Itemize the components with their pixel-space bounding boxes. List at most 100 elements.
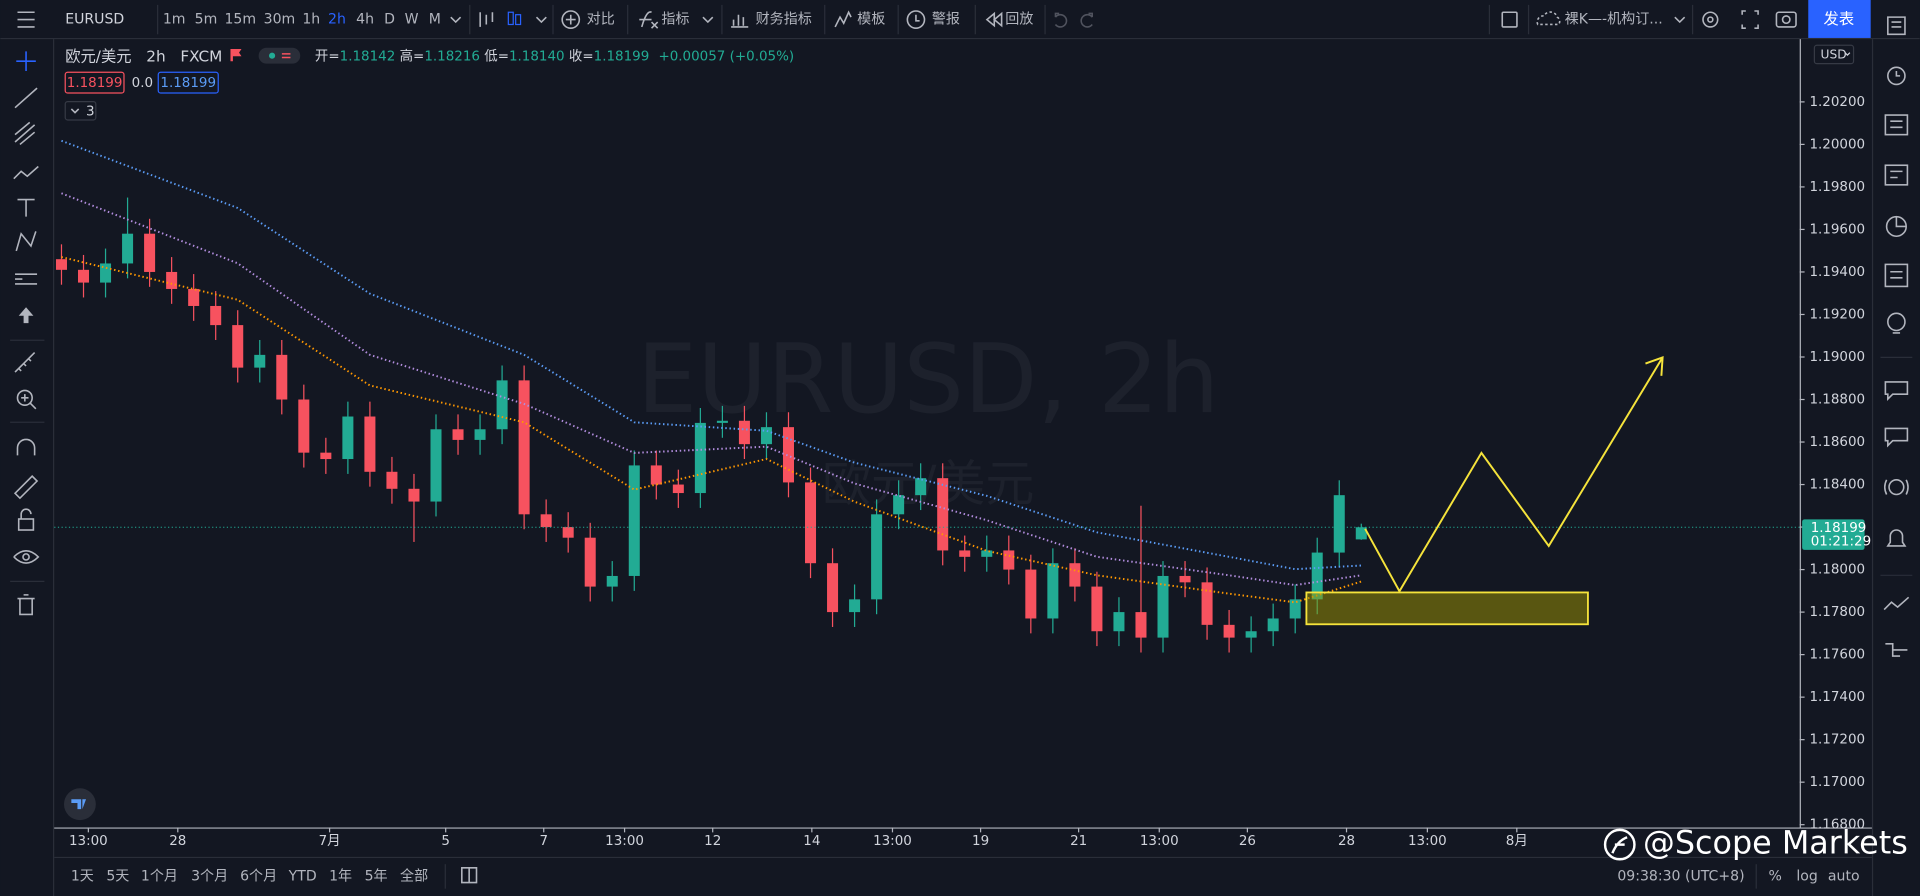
x-tick-label: 28 (169, 834, 186, 849)
publish-label[interactable]: 发表 (1824, 10, 1855, 28)
redo-icon[interactable] (1080, 12, 1093, 28)
currency[interactable]: USD (1821, 48, 1847, 62)
toolbar-button[interactable]: 对比 (587, 12, 615, 28)
fullscreen-icon[interactable] (1741, 10, 1759, 29)
x-tick-label: 7 (539, 834, 548, 849)
candle-body (1179, 575, 1191, 583)
calendar-icon[interactable] (1884, 263, 1909, 288)
drawn-path[interactable] (1364, 356, 1664, 594)
crosshair-tool[interactable] (16, 51, 36, 71)
toolbar-button[interactable]: 模板 (857, 12, 885, 28)
arrow-tool[interactable] (18, 307, 34, 324)
cloud-icon (1536, 11, 1561, 26)
range-button[interactable]: 1年 (329, 868, 352, 884)
range-button[interactable]: 6个月 (240, 868, 277, 884)
interval-button[interactable]: D (384, 12, 395, 28)
chart-type-icons[interactable] (479, 11, 547, 27)
visibility-tool[interactable] (13, 550, 40, 564)
fullscreen-layout-icon[interactable] (1501, 11, 1518, 28)
trend-line-tool[interactable] (14, 87, 38, 109)
interval-button[interactable]: 4h (356, 12, 374, 28)
undo-icon[interactable] (1054, 12, 1068, 28)
zoom-tool[interactable] (16, 389, 33, 406)
datawindow-icon[interactable] (1884, 164, 1909, 186)
interval-button[interactable]: 15m (224, 12, 256, 28)
fib-tool[interactable] (14, 121, 36, 146)
ruler-tool[interactable] (14, 351, 36, 373)
range-button[interactable]: 1个月 (141, 868, 178, 884)
buy-box[interactable] (157, 71, 219, 94)
range-button[interactable]: 1天 (71, 868, 94, 884)
snapshot-icon[interactable] (1775, 11, 1797, 28)
ask-price[interactable]: 1.18199 (160, 76, 216, 91)
indicators-count[interactable]: 3 (86, 104, 95, 119)
notification-icon[interactable] (1886, 529, 1907, 547)
publish-button[interactable] (1808, 0, 1871, 38)
dom-icon[interactable] (1885, 643, 1908, 657)
chat-icon[interactable] (1884, 381, 1909, 401)
interval-button[interactable]: 1m (163, 12, 186, 28)
trading-icon[interactable] (1883, 596, 1910, 611)
y-tick-label: 1.18600 (1809, 435, 1865, 450)
interval-button[interactable]: 5m (195, 12, 218, 28)
candle-body (849, 599, 861, 613)
candle-body (276, 354, 288, 400)
candle-body (1201, 582, 1213, 625)
range-button[interactable]: 5年 (365, 868, 388, 884)
log-toggle[interactable]: log (1796, 868, 1817, 884)
toolbar-button[interactable]: 警报 (932, 12, 960, 28)
streams-icon[interactable] (1888, 479, 1905, 496)
clock[interactable]: 09:38:30 (UTC+8) (1617, 868, 1744, 884)
menu-button[interactable] (17, 11, 35, 28)
measure-tool[interactable] (15, 273, 38, 285)
lock-tool[interactable] (17, 518, 35, 531)
magnet-tool[interactable] (16, 438, 36, 456)
candle-body (628, 465, 640, 576)
goto-date[interactable] (461, 867, 478, 884)
toolbar-button[interactable]: 回放 (1005, 12, 1033, 28)
interval-dropdown[interactable] (450, 16, 462, 24)
flag-icon[interactable] (230, 48, 242, 62)
layout-name[interactable]: 裸K—-机构订... (1565, 12, 1663, 28)
indicators-toggle[interactable] (64, 100, 97, 121)
range-button[interactable]: 5天 (106, 868, 129, 884)
close-label: 收= (569, 48, 594, 64)
drawn-zone[interactable] (1305, 591, 1589, 626)
currency-box[interactable] (1813, 44, 1855, 65)
toolbar-button[interactable]: 指标 (661, 12, 689, 28)
interval-button[interactable]: 30m (264, 12, 296, 28)
alarm-icon[interactable] (1887, 66, 1906, 86)
forecast-tool[interactable] (15, 231, 37, 252)
chat2-icon[interactable] (1884, 427, 1909, 448)
auto-toggle[interactable]: auto (1828, 868, 1860, 884)
range-button[interactable]: 全部 (400, 867, 428, 884)
settings-icon[interactable] (1702, 11, 1719, 28)
candle-body (694, 422, 706, 494)
text-tool[interactable] (17, 198, 35, 217)
interval-button[interactable]: M (429, 12, 441, 28)
interval-button[interactable]: 1h (302, 12, 320, 28)
bid-price[interactable]: 1.18199 (67, 76, 123, 91)
candle-body (827, 563, 839, 613)
ideas-icon[interactable] (1887, 312, 1906, 332)
symbol-search[interactable]: EURUSD (65, 12, 124, 28)
candle-body (805, 482, 817, 564)
range-button[interactable]: YTD (288, 868, 317, 884)
top-toolbar: EURUSD 裸K—-机构订... 发表 1m 5m 15m 30m 1h 2h 4h D W M (17, 0, 1871, 38)
candle-body (166, 271, 178, 289)
percent-toggle[interactable]: % (1769, 868, 1782, 884)
candle-body (1003, 550, 1015, 570)
sell-box[interactable] (64, 71, 125, 94)
news-icon[interactable] (1884, 114, 1909, 136)
draw-mode-tool[interactable] (13, 475, 39, 500)
watchlist-icon[interactable] (1887, 16, 1906, 36)
pattern-tool[interactable] (13, 165, 39, 180)
drawn-arrowhead[interactable] (1645, 355, 1664, 376)
delete-tool[interactable] (17, 594, 35, 616)
interval-button[interactable]: 2h (328, 12, 346, 28)
interval-button[interactable]: W (405, 12, 419, 28)
candle-body (408, 488, 420, 502)
range-button[interactable]: 3个月 (191, 868, 228, 884)
toolbar-button[interactable]: 财务指标 (756, 12, 812, 28)
